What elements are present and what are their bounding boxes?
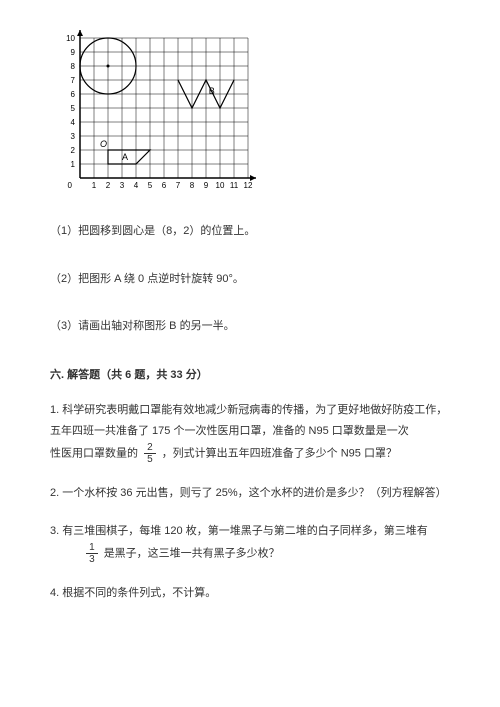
task-1: （1）把圆移到圆心是（8，2）的位置上。 [50,223,450,241]
svg-text:4: 4 [71,118,76,127]
problem-1-text-a: 1. 科学研究表明戴口罩能有效地减少新冠病毒的传播，为了更好地做好防疫工作，五年… [50,404,447,437]
problem-3-text-after: 是黑子，这三堆一共有黑子多少枚？ [104,548,280,560]
svg-text:5: 5 [71,104,76,113]
fraction-1-3: 1 3 [86,542,98,565]
svg-text:11: 11 [230,181,239,190]
svg-text:9: 9 [71,48,76,57]
svg-text:A: A [122,152,128,162]
task-2: （2）把图形 A 绕 0 点逆时针旋转 90°。 [50,271,450,289]
fraction-2-5: 2 5 [144,442,156,465]
svg-text:2: 2 [106,181,111,190]
fraction-den: 5 [144,454,156,465]
problem-1: 1. 科学研究表明戴口罩能有效地减少新冠病毒的传播，为了更好地做好防疫工作，五年… [50,400,450,465]
problem-3-text: 3. 有三堆围棋子，每堆 120 枚，第一堆黑子与第二堆的白子同样多，第三堆有 [50,525,428,537]
svg-text:1: 1 [71,160,76,169]
fraction-num: 2 [144,442,156,454]
svg-text:7: 7 [71,76,76,85]
fraction-num: 1 [86,542,98,554]
problem-1-text-b-after: ，列式计算出五年四班准备了多少个 N95 口罩？ [162,447,397,459]
svg-text:10: 10 [216,181,225,190]
svg-text:2: 2 [71,146,76,155]
fraction-den: 3 [86,554,98,565]
svg-text:9: 9 [204,181,209,190]
grid-figure: 123456789101234567891011120ABO [60,30,450,193]
svg-text:5: 5 [148,181,153,190]
section-6-header: 六. 解答题（共 6 题，共 33 分） [50,366,450,382]
problem-1-text-b-before: 性医用口罩数量的 [50,447,138,459]
svg-text:12: 12 [244,181,253,190]
svg-text:3: 3 [71,132,76,141]
svg-text:O: O [100,139,107,149]
svg-text:6: 6 [162,181,167,190]
svg-text:6: 6 [71,90,76,99]
svg-text:4: 4 [134,181,139,190]
problem-3: 3. 有三堆围棋子，每堆 120 枚，第一堆黑子与第二堆的白子同样多，第三堆有 … [50,521,450,565]
svg-text:8: 8 [190,181,195,190]
svg-text:1: 1 [92,181,97,190]
problem-4: 4. 根据不同的条件列式，不计算。 [50,583,450,604]
task-3: （3）请画出轴对称图形 B 的另一半。 [50,318,450,336]
grid-svg: 123456789101234567891011120ABO [60,30,260,190]
svg-text:0: 0 [68,181,73,190]
svg-text:10: 10 [66,34,75,43]
svg-text:8: 8 [71,62,76,71]
problem-2: 2. 一个水杯按 36 元出售，则亏了 25%，这个水杯的进价是多少？（列方程解… [50,483,450,504]
svg-text:7: 7 [176,181,181,190]
svg-text:B: B [209,86,215,96]
svg-text:3: 3 [120,181,125,190]
